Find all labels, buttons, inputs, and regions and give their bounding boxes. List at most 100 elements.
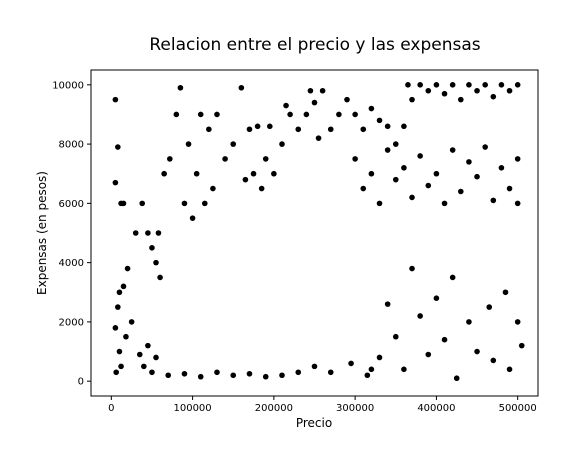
data-point [311,363,318,370]
data-point [254,123,261,130]
data-point [116,348,123,355]
y-tick-label: 6000 [59,199,84,210]
y-tick-label: 10000 [52,80,84,91]
data-point [392,333,399,340]
data-point [344,96,350,103]
data-point [368,366,375,373]
data-point [112,96,119,103]
data-point [185,141,192,147]
x-axis-label: Precio [296,416,332,430]
data-point [466,82,472,88]
data-point [139,200,146,207]
data-point [482,144,488,150]
data-point [498,165,505,171]
data-point [368,105,375,112]
data-point [409,96,415,103]
data-point [206,126,212,133]
data-point [120,283,127,290]
data-point [267,123,273,130]
data-point [145,230,151,236]
data-point [441,90,448,97]
data-point [327,126,334,133]
data-point [502,289,509,296]
data-point [498,82,505,88]
y-tick-label: 8000 [59,140,84,151]
data-point [376,354,383,361]
data-point [360,126,367,133]
data-point [384,123,391,130]
x-axis: 0 100000 200000 300000 400000 500000 [108,396,537,414]
data-point [115,144,121,150]
data-point [279,372,285,379]
data-point [449,274,456,281]
data-point [433,82,440,88]
data-point [441,336,448,343]
data-point [425,87,432,94]
data-point [514,200,521,207]
data-point [155,230,162,236]
data-point [490,357,497,364]
data-point [401,123,407,130]
data-point [149,245,155,251]
x-tick-label: 300000 [336,403,374,414]
data-point [214,369,220,376]
data-point [417,153,423,159]
data-point [246,370,253,377]
x-tick-label: 0 [108,403,114,414]
data-point [457,188,464,195]
data-point [295,369,302,376]
data-point [120,200,127,207]
data-point [246,126,253,133]
data-point [506,185,513,192]
data-point [474,348,480,355]
y-tick-label: 2000 [59,317,84,328]
data-point [392,141,399,147]
plot-points [112,82,525,382]
data-point [132,230,139,236]
data-point [153,354,159,361]
y-axis-label: Expensas (en pesos) [35,171,49,295]
y-tick-label: 0 [78,377,84,388]
data-point [490,93,497,100]
plot-frame [90,69,539,397]
data-point [116,289,123,296]
data-point [466,159,472,165]
data-point [401,165,407,171]
data-point [425,182,432,189]
data-point [360,185,367,192]
data-point [409,194,415,201]
x-tick-label: 200000 [255,403,293,414]
data-point [197,373,204,380]
data-point [307,87,314,94]
data-point [165,372,172,379]
data-point [417,313,423,319]
data-point [392,176,399,183]
data-point [287,111,293,118]
data-point [271,170,277,177]
data-point [319,87,326,94]
data-point [279,141,285,147]
data-point [167,156,173,162]
data-point [181,370,188,377]
y-axis: 0 2000 4000 6000 8000 10000 [52,80,91,388]
data-point [352,111,358,118]
data-point [514,156,521,162]
data-point [197,111,204,118]
data-point [514,319,521,325]
data-point [118,363,124,370]
data-point [368,170,375,177]
data-point [112,325,119,331]
data-point [417,82,423,88]
data-point [210,185,216,192]
data-point [283,102,289,109]
data-point [506,366,513,373]
data-point [336,111,342,118]
x-tick-label: 500000 [499,403,537,414]
data-point [441,200,448,207]
data-point [384,301,391,307]
data-point [141,363,147,370]
data-point [193,170,200,177]
data-point [409,265,415,272]
data-point [466,319,472,325]
data-point [315,135,322,141]
